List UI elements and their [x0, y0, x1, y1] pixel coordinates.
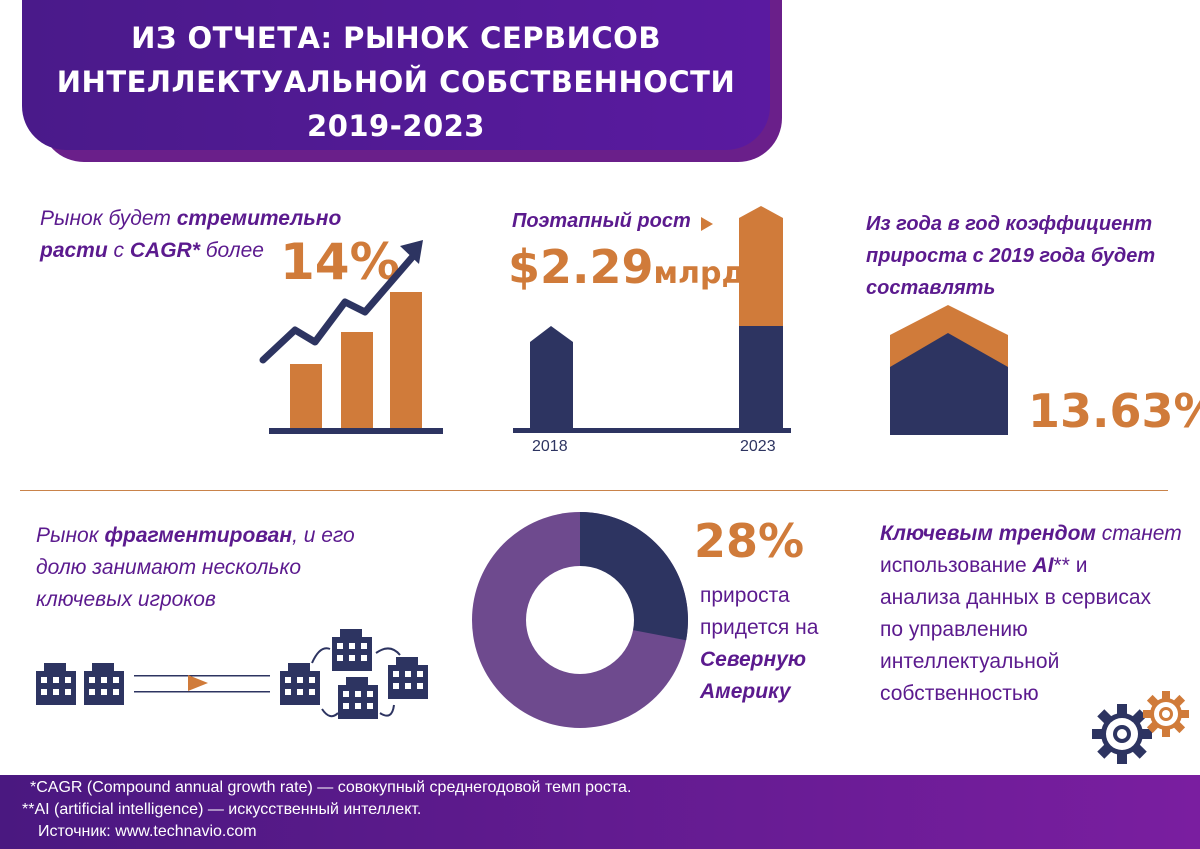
cagr-text: Рынок будет стремительно расти с CAGR* б…: [40, 203, 370, 267]
building-icon: [36, 663, 76, 705]
gear-big-icon: [1092, 704, 1152, 764]
growth-bars-chart-icon: [513, 206, 791, 433]
building-icon: [280, 663, 320, 705]
building-icon: [84, 663, 124, 705]
fragmented-bold: фрагментирован: [104, 524, 293, 547]
ai-line-6: собственностью: [880, 682, 1039, 705]
gear-small-icon: [1143, 691, 1189, 737]
play-arrow-icon: [701, 217, 713, 231]
footer-bar: [0, 775, 1200, 849]
cagr-text-part-2: с: [107, 239, 130, 262]
footnote-source: Источник: www.technavio.com: [38, 823, 257, 840]
cagr-text-part-3: более: [199, 239, 264, 262]
header-banner: [22, 0, 770, 150]
section-divider: [20, 490, 1168, 491]
growth-unit: млрд: [653, 256, 746, 291]
rising-arrow-icon: [259, 250, 419, 364]
house-body: [890, 333, 1008, 435]
ai-line-4: по управлению: [880, 618, 1028, 641]
ai-part-3: ** и: [1053, 554, 1088, 577]
cagr-text-bold-2: расти: [40, 239, 108, 262]
arrow-icon: [188, 675, 208, 691]
growth-title: Поэтапный рост: [512, 210, 691, 233]
ai-part: станет: [1095, 522, 1182, 545]
bar-2023-base: [739, 326, 783, 430]
ai-line-3: анализа данных в сервисах: [880, 586, 1152, 609]
growth-amount: $2.29: [508, 240, 654, 294]
yoy-line-1: Из года в год коэффициент: [866, 213, 1153, 235]
building-icon: [388, 657, 428, 699]
cagr-text-part: Рынок будет: [40, 207, 177, 230]
fragmentation-illustration: [36, 629, 428, 719]
yoy-line-2: прироста с 2019 года будет: [866, 245, 1156, 267]
growth-title-text: Поэтапный рост: [512, 210, 691, 232]
gears-icon: [1092, 691, 1189, 764]
cagr-text-bold: стремительно: [176, 207, 342, 230]
bar-1: [290, 364, 322, 430]
ai-line-5: интеллектуальной: [880, 650, 1060, 673]
na-text: прироста придется на Северную Америку: [700, 580, 818, 708]
baseline: [269, 428, 443, 434]
house-roof: [890, 305, 1008, 371]
growth-value: $2.29млрд: [508, 240, 746, 301]
yoy-text: Из года в год коэффициент прироста с 201…: [866, 208, 1196, 304]
na-line-3: Северную: [700, 648, 807, 671]
baseline: [513, 428, 791, 433]
arrow-head: [400, 240, 423, 264]
fragmented-part: Рынок: [36, 524, 105, 547]
cagr-value: 14%: [280, 233, 400, 291]
ai-bold: Ключевым трендом: [880, 522, 1096, 545]
yoy-value: 13.63%: [1028, 384, 1200, 438]
fragmented-line-2: долю занимают несколько: [36, 556, 302, 579]
donut-chart: [472, 512, 688, 728]
year-start-label: 2018: [532, 438, 568, 455]
bar-2: [341, 332, 373, 430]
na-value: 28%: [694, 514, 805, 568]
fragmented-line-3: ключевых игроков: [36, 588, 216, 611]
page-title: ИЗ ОТЧЕТА: РЫНОК СЕРВИСОВ ИНТЕЛЛЕКТУАЛЬН…: [22, 16, 770, 148]
yoy-line-3: составлять: [866, 277, 996, 299]
fragmented-text: Рынок фрагментирован, и его долю занимаю…: [36, 520, 416, 616]
bar-2018: [530, 326, 573, 430]
na-line-4: Америку: [700, 680, 791, 703]
donut-hole: [526, 566, 634, 674]
building-icon: [332, 629, 372, 671]
title-line-2: ИНТЕЛЛЕКТУАЛЬНОЙ СОБСТВЕННОСТИ: [56, 65, 736, 99]
cagr-abbr: CAGR*: [129, 239, 200, 262]
na-line-2: придется на: [700, 616, 819, 639]
title-line-3: 2019-2023: [307, 109, 485, 143]
ai-abbr: AI: [1032, 554, 1054, 577]
building-icon: [338, 677, 378, 719]
rising-bars-chart-icon: [259, 240, 443, 434]
fragmented-part-2: , и его: [292, 524, 355, 547]
ai-text: Ключевым трендом станет использование AI…: [880, 518, 1200, 710]
footnote-cagr: *CAGR (Compound annual growth rate) — со…: [30, 779, 632, 796]
title-line-1: ИЗ ОТЧЕТА: РЫНОК СЕРВИСОВ: [131, 21, 661, 55]
bar-3: [390, 292, 422, 430]
house-chart-icon: [890, 305, 1008, 435]
year-end-label: 2023: [740, 438, 776, 455]
ai-part-2: использование: [880, 554, 1033, 577]
na-line-1: прироста: [700, 584, 790, 607]
bar-2023-increment: [739, 206, 783, 326]
footnote-ai: **AI (artificial intelligence) — искусст…: [22, 801, 422, 818]
